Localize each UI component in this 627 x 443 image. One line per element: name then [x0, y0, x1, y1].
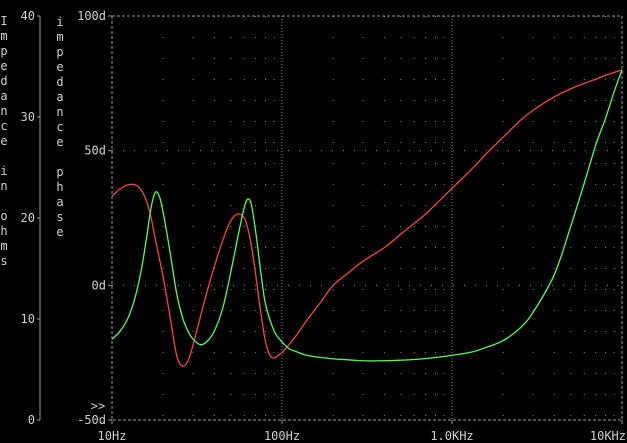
plot-frame [111, 15, 623, 421]
left-axis-title-char: d [0, 74, 7, 88]
left-axis-title-char: c [0, 119, 7, 133]
phase-axis-tick-label: 0d [92, 278, 106, 292]
grid [112, 16, 622, 420]
x-axis-tick-label: 10Hz [98, 429, 127, 443]
left-axis-title-char: s [0, 254, 7, 268]
left-axis-tick-label: 10 [21, 312, 35, 326]
left-axis-tick-label: 30 [21, 110, 35, 124]
phase-axis-tick-label: 100d [77, 9, 106, 23]
x-axis-tick-label: 10KHz [590, 429, 626, 443]
left-axis-title-char: a [0, 89, 7, 103]
left-axis-title-char: o [0, 209, 7, 223]
left-axis-title-char: n [0, 104, 7, 118]
left-axis-title-char: i [0, 164, 7, 178]
phase-axis-title-char: e [56, 225, 63, 239]
axis-labels: 0 10 20 30 40 -50d 0d 50d 100d 10Hz 100Hz 1.0KHz 10K… [0, 9, 626, 443]
phase-axis-title-char: e [56, 135, 63, 149]
series-lines [111, 69, 623, 367]
phase-axis-title-char: i [56, 15, 63, 29]
left-axis-title-char: I [0, 14, 7, 28]
left-axis-tick-label: 0 [28, 413, 35, 427]
phase-axis-title-char: n [56, 105, 63, 119]
x-axis-tick-label: 1.0KHz [430, 429, 473, 443]
left-axis-tick-label: 20 [21, 211, 35, 225]
left-axis-title-char: n [0, 179, 7, 193]
phase-axis-title-char: m [56, 30, 63, 44]
left-axis-title-char: e [0, 134, 7, 148]
left-axis-title-char: h [0, 224, 7, 238]
phase-axis-tick-label: 50d [84, 144, 106, 158]
phase-axis-title-char: c [56, 120, 63, 134]
scroll-marker: >> [91, 399, 105, 413]
phase-axis-title-char: d [56, 75, 63, 89]
series-line-1 [111, 69, 623, 367]
series-line-2 [111, 69, 623, 362]
left-axis-title-char: m [0, 239, 7, 253]
left-axis-tick-label: 40 [21, 9, 35, 23]
phase-axis-title-char: h [56, 180, 63, 194]
phase-axis-title-char: a [56, 90, 63, 104]
phase-axis-title-char: s [56, 210, 63, 224]
phase-axis-title-char: p [56, 45, 63, 59]
left-axis-title-char: p [0, 44, 7, 58]
phase-axis-title-char: a [56, 195, 63, 209]
axes [37, 15, 623, 424]
phase-axis-tick-label: -50d [77, 413, 106, 427]
phase-axis-title-char: e [56, 60, 63, 74]
phase-axis-title-char: p [56, 165, 63, 179]
left-axis-title-char: m [0, 29, 7, 43]
left-axis-title-char: e [0, 59, 7, 73]
x-axis-tick-label: 100Hz [264, 429, 300, 443]
